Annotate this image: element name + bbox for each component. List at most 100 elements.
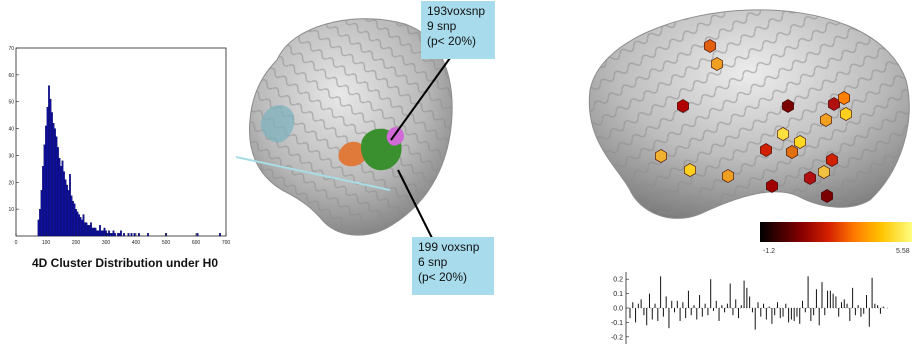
histogram-bar xyxy=(81,219,83,237)
snp-ytick-label: -0.2 xyxy=(611,334,623,341)
histogram-bar xyxy=(39,208,41,237)
activation-hex-marker xyxy=(794,135,806,149)
histogram-bar xyxy=(108,230,110,237)
histogram-bar xyxy=(76,211,79,237)
histogram-bar xyxy=(60,166,62,237)
histogram-xtick-label: 700 xyxy=(222,240,231,246)
histogram-xtick-label: 300 xyxy=(102,240,111,246)
brain-left-blue-region xyxy=(260,105,295,143)
histogram-bar xyxy=(114,233,116,237)
histogram-bar xyxy=(78,214,80,237)
histogram-bar xyxy=(66,184,68,237)
histogram-chart: 0 100 200 300 400 500 600 700 10 20 30 40 50 60 70 xyxy=(8,46,231,246)
histogram-bar xyxy=(37,219,40,237)
snp-ytick-label: -0.1 xyxy=(611,320,623,327)
histogram-bar xyxy=(90,222,92,237)
activation-hex-marker xyxy=(722,169,734,183)
histogram-bar xyxy=(99,225,101,237)
activation-hex-marker xyxy=(821,189,833,203)
callout-top-line1: 193voxsnp xyxy=(427,4,486,18)
histogram-bar xyxy=(40,190,43,237)
histogram-bar xyxy=(55,136,58,237)
activation-hex-marker xyxy=(820,113,832,127)
brain-right-render xyxy=(588,9,910,219)
histogram-bar xyxy=(94,227,97,237)
histogram-xtick-label: 200 xyxy=(72,240,81,246)
activation-hex-marker xyxy=(655,149,667,163)
histogram-bar xyxy=(52,123,55,237)
activation-hex-marker xyxy=(838,91,850,105)
histogram-xtick-label: 600 xyxy=(192,240,201,246)
histogram-ytick-label: 60 xyxy=(8,73,14,79)
histogram-bar xyxy=(87,225,89,237)
histogram-bar xyxy=(58,157,61,237)
snp-ytick-label: 0.2 xyxy=(613,277,623,284)
activation-hex-marker xyxy=(684,163,696,177)
histogram-bar xyxy=(54,128,56,237)
histogram-bar xyxy=(85,222,88,237)
callout-bottom: 199 voxsnp 6 snp (p< 20%) xyxy=(412,237,494,295)
brain-left-render xyxy=(235,18,453,239)
activation-hex-marker xyxy=(840,107,852,121)
activation-hex-marker xyxy=(766,179,778,193)
histogram-bar xyxy=(97,230,100,237)
histogram-bar xyxy=(48,85,50,237)
colorbar xyxy=(760,222,912,242)
callout-bottom-line3: (p< 20%) xyxy=(418,270,468,284)
callout-bottom-line1: 199 voxsnp xyxy=(418,240,480,254)
colorbar-min-label: -1.2 xyxy=(763,248,776,255)
histogram-ytick-label: 40 xyxy=(8,127,14,133)
histogram-ytick-label: 70 xyxy=(8,46,14,52)
histogram-bar xyxy=(219,233,221,237)
histogram-bar xyxy=(133,233,136,237)
histogram-bar xyxy=(102,230,104,237)
histogram-bar xyxy=(46,106,49,237)
histogram-xtick-label: 400 xyxy=(132,240,141,246)
activation-hex-marker xyxy=(777,127,789,141)
histogram-xtick-label: 500 xyxy=(162,240,171,246)
histogram-ytick-label: 30 xyxy=(8,153,14,159)
callout-top-line3: (p< 20%) xyxy=(427,34,477,48)
histogram-bar xyxy=(127,233,130,237)
histogram-bar xyxy=(91,227,94,237)
histogram-bar xyxy=(147,233,149,237)
callout-bottom-line2: 6 snp xyxy=(418,255,448,269)
activation-hex-marker xyxy=(804,171,816,185)
activation-hex-marker xyxy=(760,143,772,157)
callout-top: 193voxsnp 9 snp (p< 20%) xyxy=(421,1,495,59)
histogram-bar xyxy=(112,230,115,237)
histogram-bar xyxy=(73,203,76,237)
callout-top-line2: 9 snp xyxy=(427,19,457,33)
histogram-caption: 4D Cluster Distribution under H0 xyxy=(32,256,219,270)
snp-ytick-label: 0.0 xyxy=(613,306,623,313)
brain-left-surface xyxy=(248,18,453,236)
colorbar-max-label: 5.58 xyxy=(896,248,910,255)
histogram-bar xyxy=(43,144,46,237)
histogram-bar xyxy=(67,190,70,237)
histogram-bar xyxy=(106,233,109,237)
histogram-bar xyxy=(109,233,112,237)
brain-right-surface xyxy=(588,9,910,219)
histogram-xtick-label: 100 xyxy=(42,240,51,246)
brain-left-plane-line xyxy=(235,156,391,191)
histogram-bar xyxy=(196,233,199,237)
brain-left-magenta-cluster xyxy=(386,127,404,146)
histogram-bar xyxy=(79,217,82,237)
histogram-bar xyxy=(63,171,65,237)
callout-bottom-leader xyxy=(397,169,433,239)
histogram-bar xyxy=(123,233,125,237)
histogram-bar xyxy=(82,214,85,237)
histogram-bar xyxy=(51,112,53,237)
histogram-bar xyxy=(130,233,133,237)
histogram-bar xyxy=(42,166,44,237)
histogram-bar xyxy=(57,147,59,237)
histogram-bar xyxy=(72,200,74,237)
histogram-bar xyxy=(84,222,86,237)
histogram-bar xyxy=(100,230,103,237)
histogram-bar xyxy=(117,233,119,237)
histogram-bar xyxy=(93,227,95,237)
activation-hex-marker xyxy=(818,165,830,179)
histogram-bar xyxy=(111,233,113,237)
activation-hex-marker xyxy=(704,39,716,53)
histogram-ytick-label: 50 xyxy=(8,100,14,106)
